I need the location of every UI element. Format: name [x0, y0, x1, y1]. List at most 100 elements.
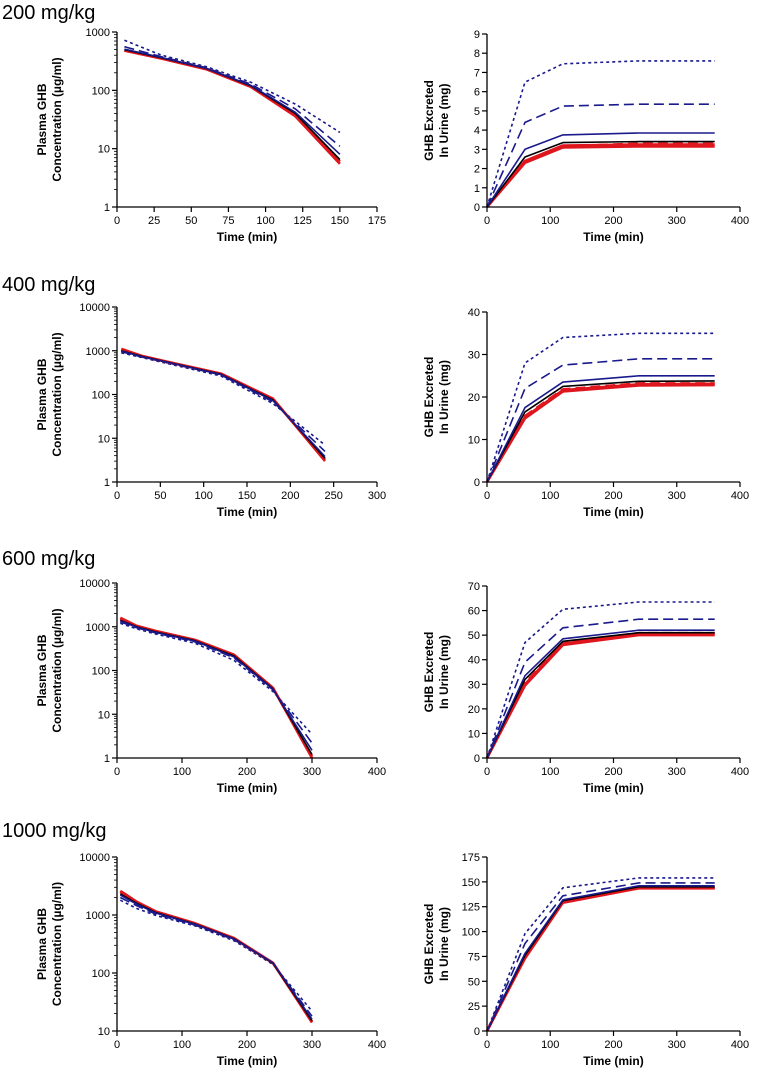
series-blue-dashed: [486, 357, 715, 483]
series-blue-dashed: [119, 896, 313, 1017]
y-tick-label: 100: [92, 666, 110, 678]
x-tick-label: 300: [668, 766, 686, 778]
dose-label-200: 200 mg/kg: [2, 2, 96, 24]
x-tick-label: 0: [114, 490, 120, 502]
series-blue-solid: [486, 884, 715, 1032]
series-blue-dashed: [486, 882, 715, 1032]
y-axis-label-2: Concentration (µg/ml): [50, 57, 64, 181]
y-tick-label: 10: [98, 1026, 110, 1038]
y-tick-label: 1000: [86, 27, 110, 39]
y-tick-label: 1: [104, 477, 110, 489]
series-blue-dotted: [120, 622, 313, 735]
x-tick-label: 400: [731, 490, 749, 502]
x-tick-label: 50: [185, 215, 197, 227]
x-tick-label: 0: [114, 1039, 120, 1051]
y-tick-label: 100: [462, 927, 480, 939]
series-blue-dashed: [121, 350, 326, 452]
y-tick-label: 1: [104, 202, 110, 214]
y-axis-label-2: Concentration (µg/ml): [50, 608, 64, 732]
y-tick-label: 6: [474, 87, 480, 99]
series-red-1: [119, 616, 314, 759]
x-tick-label: 175: [368, 215, 386, 227]
x-tick-label: 0: [484, 766, 490, 778]
y-axis-label-1: GHB Excreted: [422, 80, 436, 161]
x-tick-label: 0: [484, 490, 490, 502]
dose-label-600: 600 mg/kg: [2, 548, 96, 570]
x-tick-label: 300: [668, 1039, 686, 1051]
y-tick-label: 7: [474, 67, 480, 79]
x-tick-label: 200: [604, 215, 622, 227]
y-tick-label: 1: [104, 753, 110, 765]
series-blue-dashed: [486, 618, 715, 759]
y-axis-label-2: In Urine (mg): [437, 83, 451, 157]
series-red-2: [485, 143, 715, 208]
y-tick-label: 10000: [79, 578, 110, 590]
x-tick-label: 300: [368, 490, 386, 502]
series-red-1: [124, 49, 341, 165]
series-red-dashed: [486, 142, 715, 208]
x-tick-label: 0: [114, 215, 120, 227]
x-tick-label: 400: [368, 766, 386, 778]
series-blue-dotted: [486, 877, 715, 1032]
x-axis-label: Time (min): [583, 1054, 643, 1068]
series-blue-dotted: [119, 899, 313, 1012]
y-tick-label: 1000: [86, 346, 110, 358]
x-tick-label: 300: [303, 1039, 321, 1051]
y-axis-label-1: Plasma GHB: [35, 358, 49, 430]
series-blue-dashed: [124, 45, 341, 147]
series-red-2: [485, 632, 715, 759]
y-tick-label: 100: [92, 968, 110, 980]
chart-p400: 0 50 100 150 200 250 300 1 10 100 1000 10000 Time (m…: [35, 302, 386, 519]
series-blue-dashed: [486, 103, 715, 208]
series-red-1: [485, 383, 715, 483]
x-tick-label: 100: [541, 490, 559, 502]
y-tick-label: 3: [474, 144, 480, 156]
chart-p200: 0 25 50 75 100 125 150 175 1 10 100 1000 Time (min) P…: [35, 27, 386, 244]
y-tick-label: 10000: [79, 302, 110, 314]
series-blue-dotted: [486, 332, 715, 483]
y-tick-label: 125: [462, 902, 480, 914]
y-tick-label: 5: [474, 106, 480, 118]
y-tick-label: 9: [474, 29, 480, 41]
series-black: [486, 140, 715, 208]
series-blue-solid: [119, 894, 313, 1020]
y-tick-label: 150: [462, 877, 480, 889]
series-blue-solid: [120, 620, 313, 751]
y-axis-label-1: GHB Excreted: [422, 357, 436, 438]
series-black: [124, 48, 341, 161]
y-tick-label: 0: [474, 753, 480, 765]
x-tick-label: 125: [294, 215, 312, 227]
series-black: [120, 619, 313, 755]
y-tick-label: 100: [92, 85, 110, 97]
x-tick-label: 0: [484, 215, 490, 227]
x-tick-label: 100: [173, 1039, 191, 1051]
y-tick-label: 1000: [86, 622, 110, 634]
x-axis-label: Time (min): [217, 1054, 277, 1068]
x-tick-label: 400: [731, 215, 749, 227]
y-tick-label: 0: [474, 202, 480, 214]
y-axis-label-2: Concentration (µg/ml): [50, 882, 64, 1006]
series-red-2: [120, 348, 326, 461]
x-tick-label: 400: [368, 1039, 386, 1051]
chart-u400: 0 100 200 300 400 0 10 20 30 40 Time (min) GHB Excr…: [422, 307, 749, 519]
series-black: [121, 350, 326, 459]
x-tick-label: 150: [331, 215, 349, 227]
y-axis-label-2: In Urine (mg): [437, 635, 451, 709]
series-blue-dotted: [486, 601, 715, 759]
y-axis-label-1: GHB Excreted: [422, 904, 436, 985]
y-axis-label-1: GHB Excreted: [422, 632, 436, 713]
y-tick-label: 60: [468, 606, 480, 618]
series-blue-solid: [121, 350, 326, 458]
x-tick-label: 400: [731, 1039, 749, 1051]
y-tick-label: 10000: [79, 852, 110, 864]
x-tick-label: 100: [173, 766, 191, 778]
y-axis-label-2: Concentration (µg/ml): [50, 332, 64, 456]
y-tick-label: 10: [98, 709, 110, 721]
y-axis-label-1: Plasma GHB: [35, 908, 49, 980]
x-tick-label: 100: [541, 766, 559, 778]
x-tick-label: 25: [148, 215, 160, 227]
series-black: [486, 380, 715, 483]
y-tick-label: 20: [468, 392, 480, 404]
